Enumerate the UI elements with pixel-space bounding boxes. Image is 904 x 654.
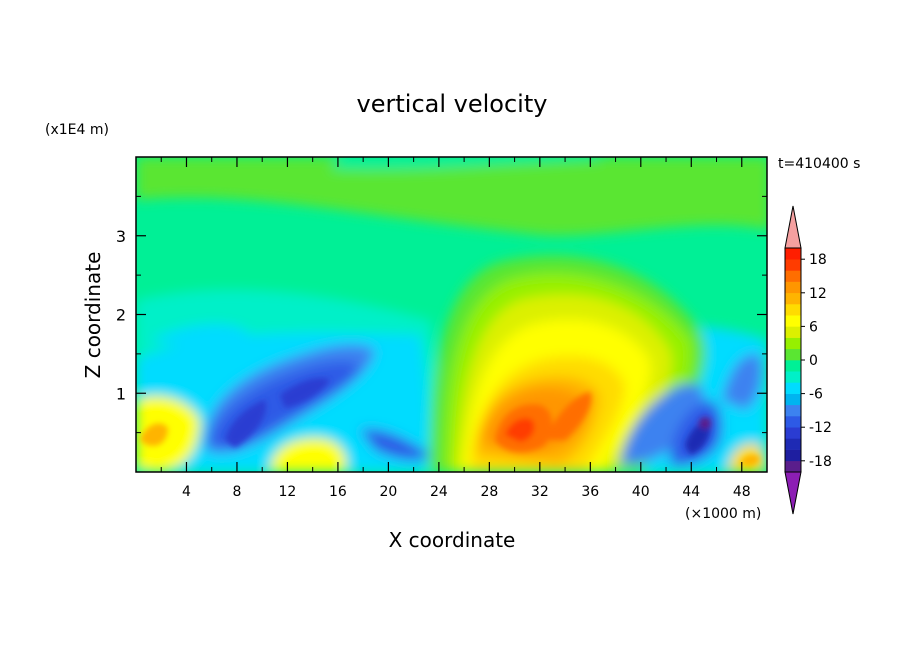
x-axis-label: X coordinate xyxy=(389,528,516,552)
y-axis-unit: (x1E4 m) xyxy=(45,122,109,138)
x-tick-label: 20 xyxy=(379,484,397,500)
y-axis-label: Z coordinate xyxy=(81,252,105,379)
colorbar-swatch xyxy=(785,292,801,305)
colorbar-swatch xyxy=(785,416,801,428)
x-tick-label: 28 xyxy=(480,484,498,500)
colorbar-tick-label: 12 xyxy=(809,286,827,302)
colorbar-tick-label: -12 xyxy=(809,420,832,436)
y-tick-label: 3 xyxy=(116,227,126,246)
colorbar-tick-label: -18 xyxy=(809,454,832,470)
x-tick-label: 24 xyxy=(430,484,448,500)
x-tick-label: 48 xyxy=(733,484,751,500)
colorbar-swatch xyxy=(785,427,801,439)
colorbar-swatch xyxy=(785,315,801,327)
colorbar-swatch xyxy=(785,304,801,316)
y-tick-label: 1 xyxy=(116,384,126,403)
colorbar-swatch xyxy=(785,259,801,271)
colorbar-tick-label: 6 xyxy=(809,319,818,335)
colorbar-swatch xyxy=(785,393,801,406)
colorbar-over-arrow xyxy=(784,205,802,249)
colorbar-swatch xyxy=(785,281,801,294)
x-tick-label: 40 xyxy=(632,484,650,500)
x-tick-label: 16 xyxy=(329,484,347,500)
x-tick-label: 36 xyxy=(581,484,599,500)
x-tick-label: 12 xyxy=(279,484,297,500)
colorbar-swatch xyxy=(785,348,801,361)
colorbar-tick-label: 18 xyxy=(809,252,827,268)
colorbar-swatch xyxy=(785,337,801,350)
colorbar-swatch xyxy=(785,449,801,462)
colorbar: 18 12 6 0 -6 -12 -18 xyxy=(784,205,832,515)
colorbar-swatch xyxy=(785,460,801,473)
x-tick-label: 4 xyxy=(182,484,191,500)
colorbar-swatch xyxy=(785,360,801,372)
colorbar-swatch xyxy=(785,248,801,260)
x-axis-unit: (×1000 m) xyxy=(685,506,761,522)
x-axis-ticks: 4 8 12 16 20 24 28 32 36 40 44 48 xyxy=(160,157,751,500)
colorbar-tick-label: -6 xyxy=(809,387,823,403)
colorbar-swatch xyxy=(785,326,801,338)
colorbar-under-arrow xyxy=(784,471,802,515)
x-tick-label: 8 xyxy=(232,484,241,500)
x-tick-label: 32 xyxy=(531,484,549,500)
colorbar-swatch xyxy=(785,438,801,450)
colorbar-swatch xyxy=(785,404,801,417)
contour-field xyxy=(136,157,767,472)
colorbar-tick-label: 0 xyxy=(809,353,818,369)
y-axis-ticks: 1 2 3 xyxy=(116,195,767,434)
colorbar-swatch xyxy=(785,270,801,282)
chart-title: vertical velocity xyxy=(357,90,548,118)
y-tick-label: 2 xyxy=(116,306,126,325)
time-label: t=410400 s xyxy=(778,156,860,172)
colorbar-swatch xyxy=(785,382,801,394)
colorbar-swatch xyxy=(785,371,801,383)
x-tick-label: 44 xyxy=(682,484,700,500)
